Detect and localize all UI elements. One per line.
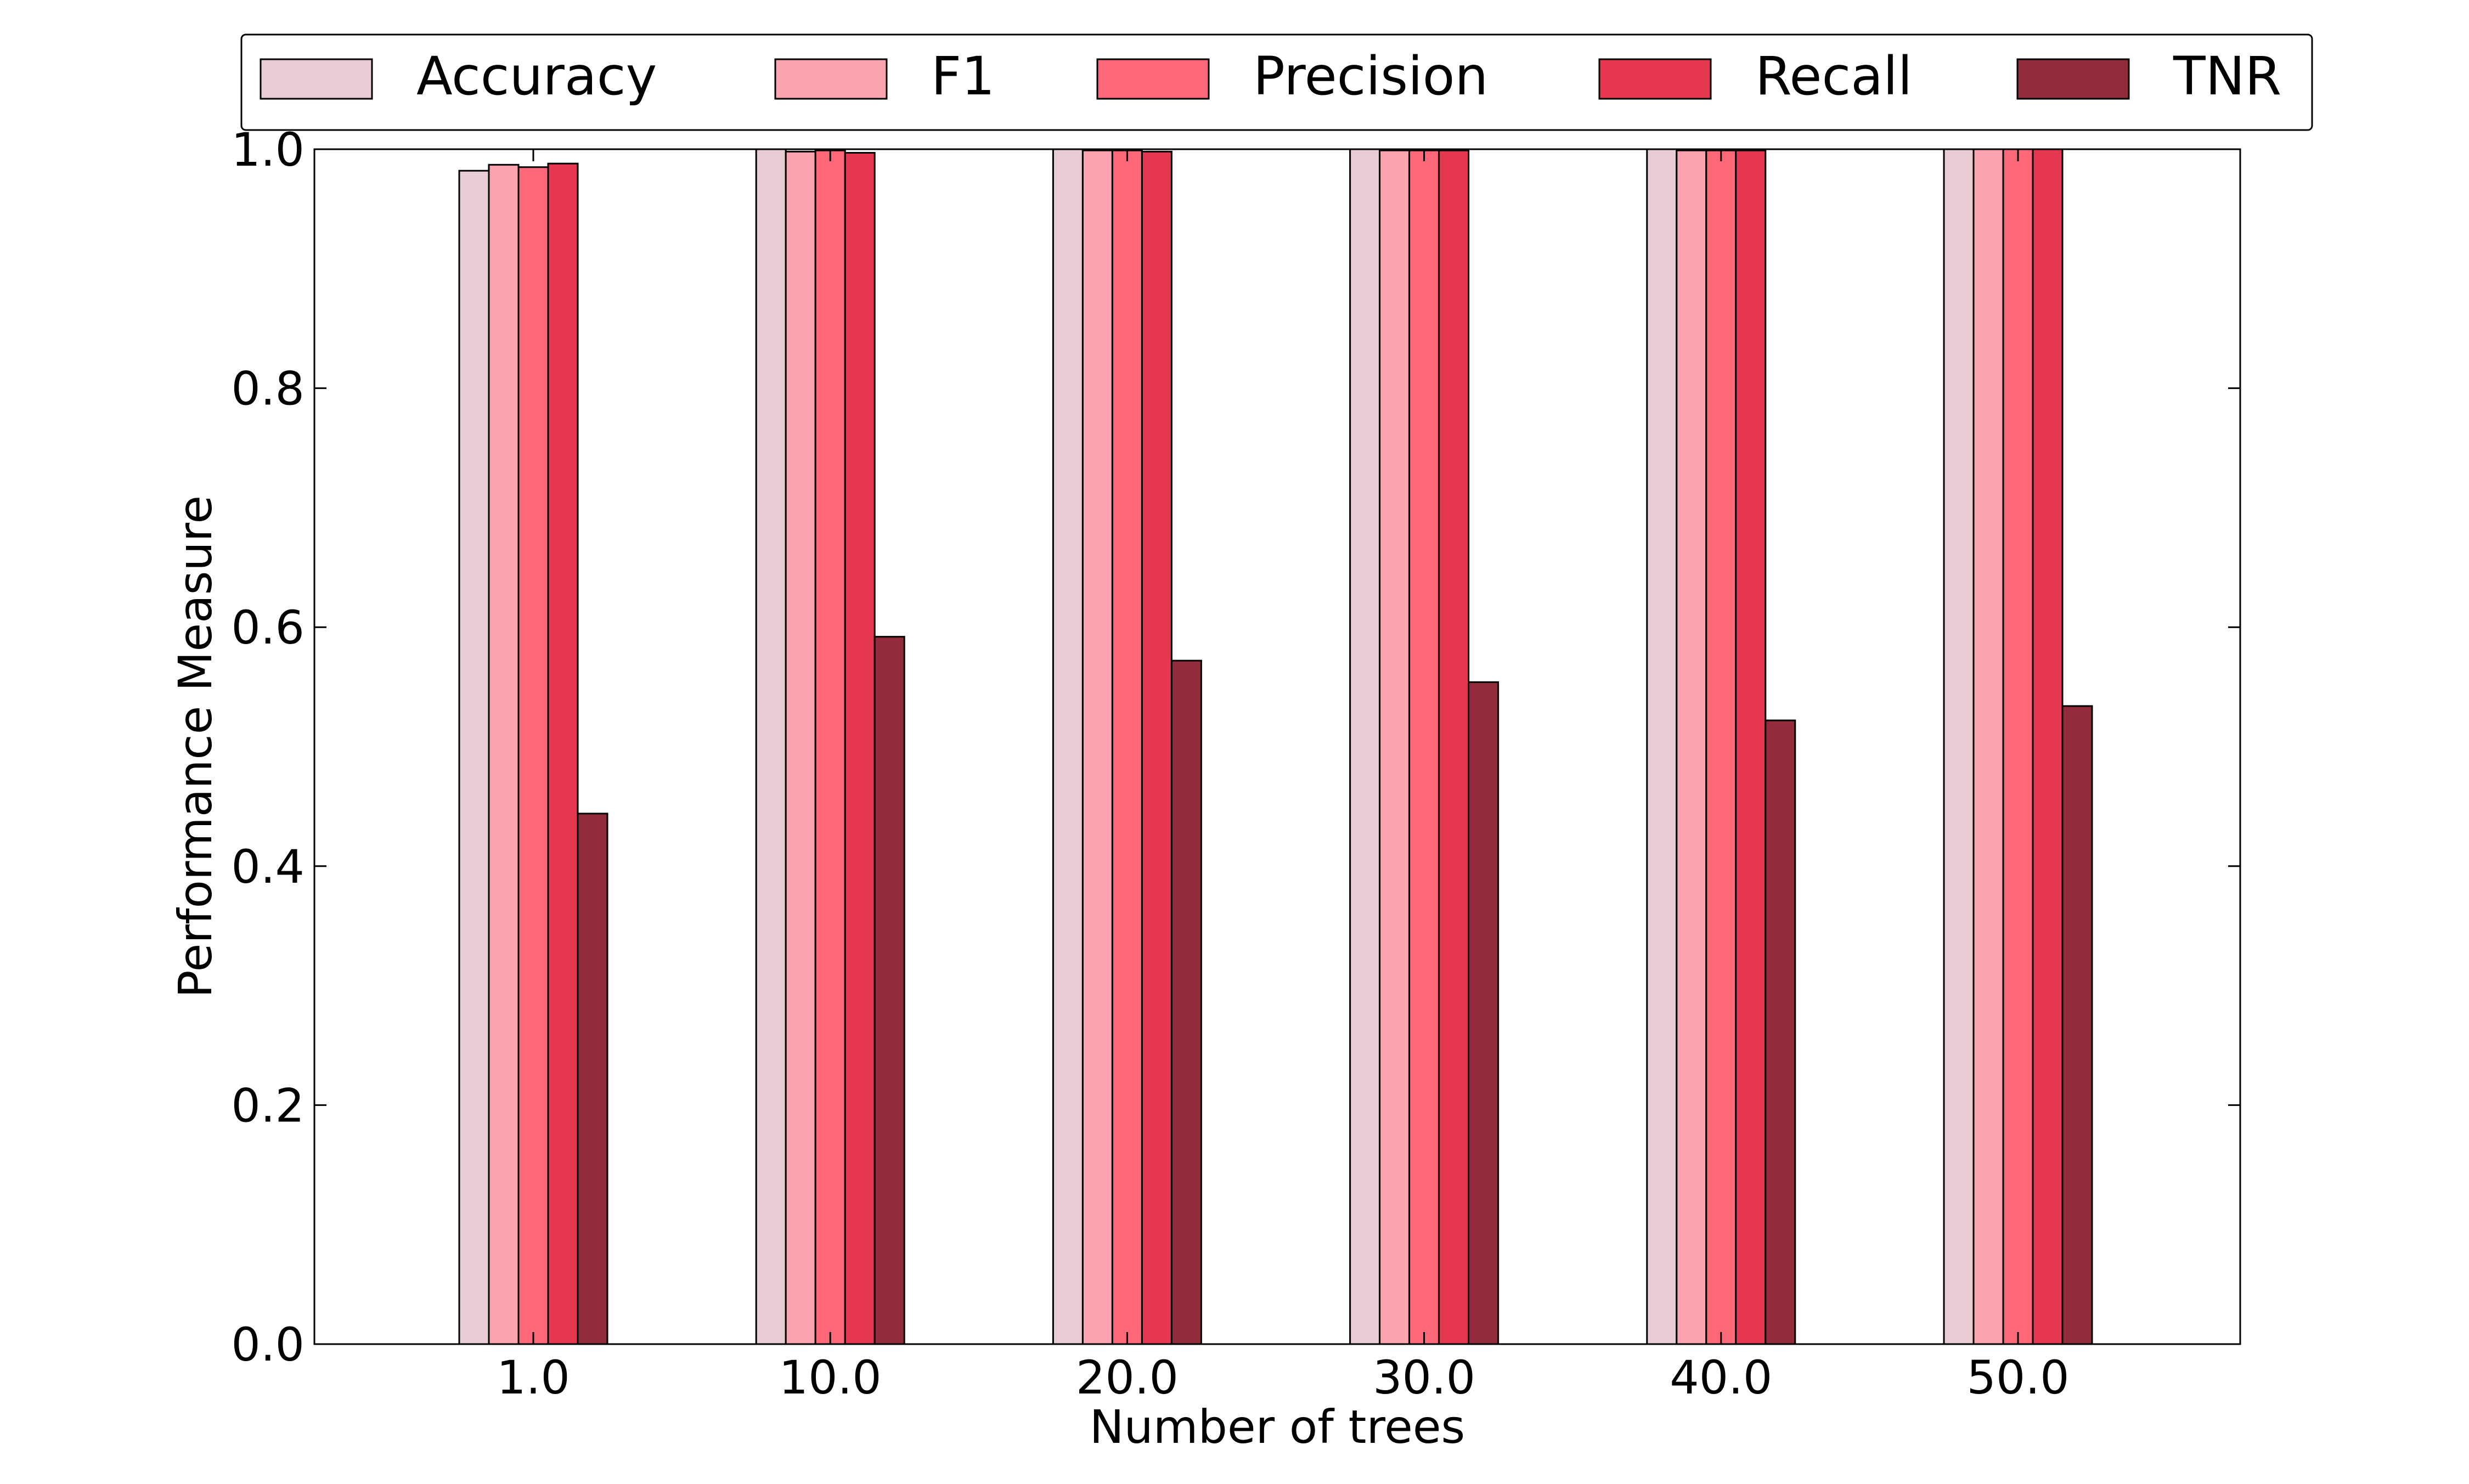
y-tick-label: 0.0 — [231, 1318, 305, 1372]
bar-recall-10.0 — [844, 152, 876, 1345]
x-tick-label: 1.0 — [497, 1351, 570, 1404]
bar-precision-30.0 — [1408, 149, 1440, 1345]
plot-area-frame — [313, 148, 2241, 1345]
legend-item-f1: F1 — [774, 46, 995, 107]
bar-precision-20.0 — [1111, 149, 1143, 1345]
bar-recall-50.0 — [2032, 148, 2064, 1345]
y-tick-label: 1.0 — [231, 123, 305, 177]
legend-item-precision: Precision — [1096, 46, 1488, 107]
legend-items: Accuracy F1 Precision Recall TNR — [260, 46, 2281, 107]
bars-layer — [458, 148, 2093, 1345]
legend-box — [240, 33, 2313, 131]
ticks-layer: 1.0 10.0 20.0 30.0 40.0 50.0 0.0 0.2 0.4 0.6 0.8 1.… — [231, 123, 2240, 1404]
bar-accuracy-40.0 — [1646, 148, 1678, 1345]
legend-item-accuracy: Accuracy — [260, 46, 657, 107]
bar-accuracy-30.0 — [1349, 148, 1381, 1345]
y-axis-label: Performance Measure — [168, 495, 222, 998]
bar-f1-20.0 — [1081, 149, 1113, 1345]
bar-precision-50.0 — [2002, 148, 2034, 1345]
bar-f1-30.0 — [1379, 149, 1411, 1345]
legend-swatch — [2016, 58, 2130, 100]
bar-f1-10.0 — [785, 150, 816, 1345]
bar-tnr-10.0 — [873, 636, 905, 1345]
bar-accuracy-50.0 — [1943, 148, 1975, 1345]
bar-f1-40.0 — [1676, 149, 1707, 1345]
x-tick-label: 10.0 — [779, 1351, 882, 1404]
y-tick-label: 0.4 — [231, 840, 305, 894]
y-tick-label: 0.2 — [231, 1079, 305, 1132]
legend-label: F1 — [931, 46, 995, 107]
bar-precision-1.0 — [517, 166, 549, 1345]
legend-swatch — [1096, 58, 1210, 100]
bar-accuracy-10.0 — [755, 148, 787, 1345]
legend-label: TNR — [2173, 46, 2281, 107]
legend-swatch — [260, 58, 373, 100]
bar-f1-1.0 — [488, 163, 520, 1345]
bar-f1-50.0 — [1972, 148, 2004, 1345]
x-tick-label: 20.0 — [1076, 1351, 1179, 1404]
legend-swatch — [774, 58, 888, 100]
bar-tnr-30.0 — [1468, 681, 1500, 1345]
bar-recall-40.0 — [1735, 149, 1767, 1345]
legend-label: Precision — [1253, 46, 1488, 107]
x-axis-label: Number of trees — [1090, 1400, 1465, 1454]
bar-recall-30.0 — [1438, 149, 1470, 1345]
bar-accuracy-1.0 — [458, 170, 490, 1345]
bar-tnr-50.0 — [2061, 705, 2093, 1345]
bar-accuracy-20.0 — [1052, 148, 1084, 1345]
x-tick-label: 50.0 — [1966, 1351, 2069, 1404]
bar-recall-1.0 — [547, 162, 579, 1345]
legend-item-recall: Recall — [1598, 46, 1912, 107]
y-tick-label: 0.6 — [231, 601, 305, 654]
x-tick-label: 30.0 — [1373, 1351, 1475, 1404]
legend-item-tnr: TNR — [2016, 46, 2281, 107]
legend-label: Accuracy — [416, 46, 657, 107]
x-tick-label: 40.0 — [1670, 1351, 1772, 1404]
legend: Accuracy F1 Precision Recall TNR — [240, 33, 2313, 131]
bar-recall-20.0 — [1141, 150, 1173, 1345]
y-tick-label: 0.8 — [231, 362, 305, 416]
bar-precision-10.0 — [814, 149, 846, 1345]
bar-tnr-40.0 — [1765, 719, 1796, 1345]
bar-tnr-20.0 — [1170, 659, 1202, 1345]
bar-tnr-1.0 — [577, 812, 608, 1345]
bar-precision-40.0 — [1705, 149, 1737, 1345]
legend-label: Recall — [1755, 46, 1912, 107]
legend-swatch — [1598, 58, 1712, 100]
